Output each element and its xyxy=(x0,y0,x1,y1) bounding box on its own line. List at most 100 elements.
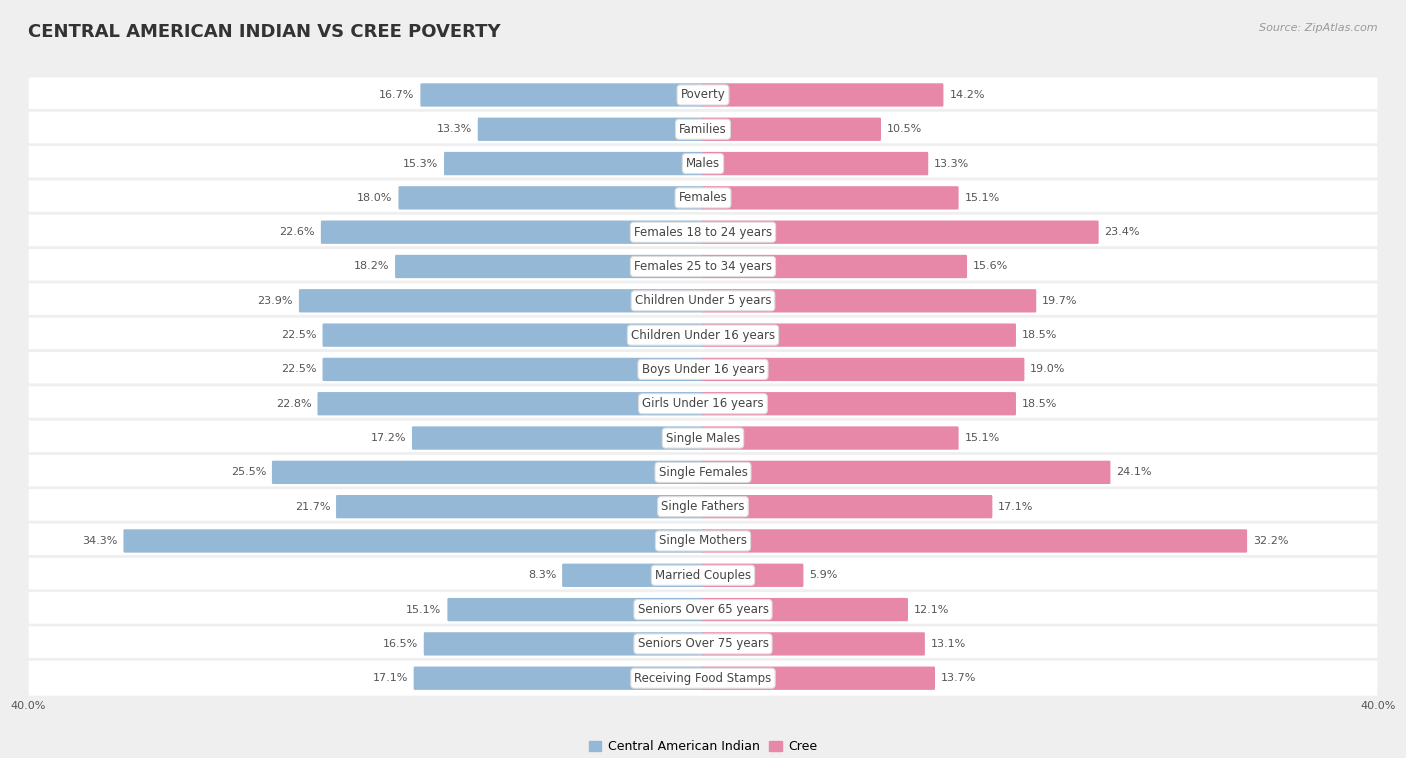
Text: 17.2%: 17.2% xyxy=(371,433,406,443)
FancyBboxPatch shape xyxy=(702,358,1025,381)
Text: 24.1%: 24.1% xyxy=(1116,468,1152,478)
FancyBboxPatch shape xyxy=(413,666,704,690)
Text: Children Under 16 years: Children Under 16 years xyxy=(631,329,775,342)
FancyBboxPatch shape xyxy=(702,83,943,107)
FancyBboxPatch shape xyxy=(322,324,704,346)
FancyBboxPatch shape xyxy=(423,632,704,656)
FancyBboxPatch shape xyxy=(702,564,803,587)
FancyBboxPatch shape xyxy=(27,248,1379,285)
Text: 14.2%: 14.2% xyxy=(949,90,984,100)
Text: Poverty: Poverty xyxy=(681,89,725,102)
FancyBboxPatch shape xyxy=(412,427,704,449)
FancyBboxPatch shape xyxy=(702,632,925,656)
FancyBboxPatch shape xyxy=(702,427,959,449)
Text: 17.1%: 17.1% xyxy=(373,673,408,683)
Text: 13.7%: 13.7% xyxy=(941,673,976,683)
Text: Receiving Food Stamps: Receiving Food Stamps xyxy=(634,672,772,684)
FancyBboxPatch shape xyxy=(124,529,704,553)
FancyBboxPatch shape xyxy=(702,221,1098,244)
Text: 16.5%: 16.5% xyxy=(382,639,418,649)
Text: 13.1%: 13.1% xyxy=(931,639,966,649)
Text: 22.5%: 22.5% xyxy=(281,330,316,340)
FancyBboxPatch shape xyxy=(447,598,704,622)
Text: 40.0%: 40.0% xyxy=(1360,700,1396,710)
FancyBboxPatch shape xyxy=(27,111,1379,148)
FancyBboxPatch shape xyxy=(702,666,935,690)
Text: Boys Under 16 years: Boys Under 16 years xyxy=(641,363,765,376)
FancyBboxPatch shape xyxy=(478,117,704,141)
Text: 15.6%: 15.6% xyxy=(973,262,1008,271)
Text: 32.2%: 32.2% xyxy=(1253,536,1288,546)
FancyBboxPatch shape xyxy=(27,453,1379,491)
FancyBboxPatch shape xyxy=(27,488,1379,525)
Text: 5.9%: 5.9% xyxy=(810,570,838,581)
FancyBboxPatch shape xyxy=(299,289,704,312)
Text: 22.6%: 22.6% xyxy=(280,227,315,237)
Legend: Central American Indian, Cree: Central American Indian, Cree xyxy=(583,735,823,758)
FancyBboxPatch shape xyxy=(562,564,704,587)
Text: Single Mothers: Single Mothers xyxy=(659,534,747,547)
Text: 15.1%: 15.1% xyxy=(406,605,441,615)
FancyBboxPatch shape xyxy=(702,117,882,141)
FancyBboxPatch shape xyxy=(27,659,1379,697)
Text: 8.3%: 8.3% xyxy=(527,570,557,581)
Text: 19.7%: 19.7% xyxy=(1042,296,1077,305)
Text: Single Fathers: Single Fathers xyxy=(661,500,745,513)
FancyBboxPatch shape xyxy=(27,522,1379,560)
Text: 16.7%: 16.7% xyxy=(380,90,415,100)
Text: 22.8%: 22.8% xyxy=(276,399,312,409)
Text: 21.7%: 21.7% xyxy=(295,502,330,512)
FancyBboxPatch shape xyxy=(702,255,967,278)
Text: 18.2%: 18.2% xyxy=(354,262,389,271)
Text: 34.3%: 34.3% xyxy=(82,536,118,546)
FancyBboxPatch shape xyxy=(444,152,704,175)
Text: Seniors Over 65 years: Seniors Over 65 years xyxy=(637,603,769,616)
FancyBboxPatch shape xyxy=(702,392,1017,415)
FancyBboxPatch shape xyxy=(27,350,1379,388)
FancyBboxPatch shape xyxy=(27,179,1379,217)
Text: Girls Under 16 years: Girls Under 16 years xyxy=(643,397,763,410)
Text: 18.5%: 18.5% xyxy=(1022,399,1057,409)
FancyBboxPatch shape xyxy=(702,186,959,209)
Text: Married Couples: Married Couples xyxy=(655,568,751,582)
Text: Single Females: Single Females xyxy=(658,466,748,479)
Text: Families: Families xyxy=(679,123,727,136)
FancyBboxPatch shape xyxy=(27,590,1379,628)
FancyBboxPatch shape xyxy=(702,495,993,518)
FancyBboxPatch shape xyxy=(27,385,1379,423)
Text: 17.1%: 17.1% xyxy=(998,502,1033,512)
Text: 23.4%: 23.4% xyxy=(1105,227,1140,237)
Text: Males: Males xyxy=(686,157,720,170)
FancyBboxPatch shape xyxy=(702,289,1036,312)
Text: Females 25 to 34 years: Females 25 to 34 years xyxy=(634,260,772,273)
Text: 18.0%: 18.0% xyxy=(357,193,392,203)
FancyBboxPatch shape xyxy=(702,152,928,175)
FancyBboxPatch shape xyxy=(27,316,1379,354)
Text: 15.1%: 15.1% xyxy=(965,193,1000,203)
FancyBboxPatch shape xyxy=(27,282,1379,320)
Text: 13.3%: 13.3% xyxy=(934,158,969,168)
Text: 22.5%: 22.5% xyxy=(281,365,316,374)
FancyBboxPatch shape xyxy=(27,419,1379,457)
FancyBboxPatch shape xyxy=(398,186,704,209)
FancyBboxPatch shape xyxy=(27,76,1379,114)
Text: 19.0%: 19.0% xyxy=(1031,365,1066,374)
Text: Females: Females xyxy=(679,191,727,205)
FancyBboxPatch shape xyxy=(702,598,908,622)
Text: Seniors Over 75 years: Seniors Over 75 years xyxy=(637,637,769,650)
Text: 25.5%: 25.5% xyxy=(231,468,266,478)
FancyBboxPatch shape xyxy=(336,495,704,518)
Text: 10.5%: 10.5% xyxy=(887,124,922,134)
Text: 12.1%: 12.1% xyxy=(914,605,949,615)
Text: 23.9%: 23.9% xyxy=(257,296,292,305)
Text: Source: ZipAtlas.com: Source: ZipAtlas.com xyxy=(1260,23,1378,33)
FancyBboxPatch shape xyxy=(27,145,1379,183)
Text: 15.3%: 15.3% xyxy=(404,158,439,168)
FancyBboxPatch shape xyxy=(420,83,704,107)
Text: Single Males: Single Males xyxy=(666,431,740,444)
FancyBboxPatch shape xyxy=(395,255,704,278)
Text: 40.0%: 40.0% xyxy=(10,700,46,710)
Text: 13.3%: 13.3% xyxy=(437,124,472,134)
Text: 18.5%: 18.5% xyxy=(1022,330,1057,340)
FancyBboxPatch shape xyxy=(702,324,1017,346)
